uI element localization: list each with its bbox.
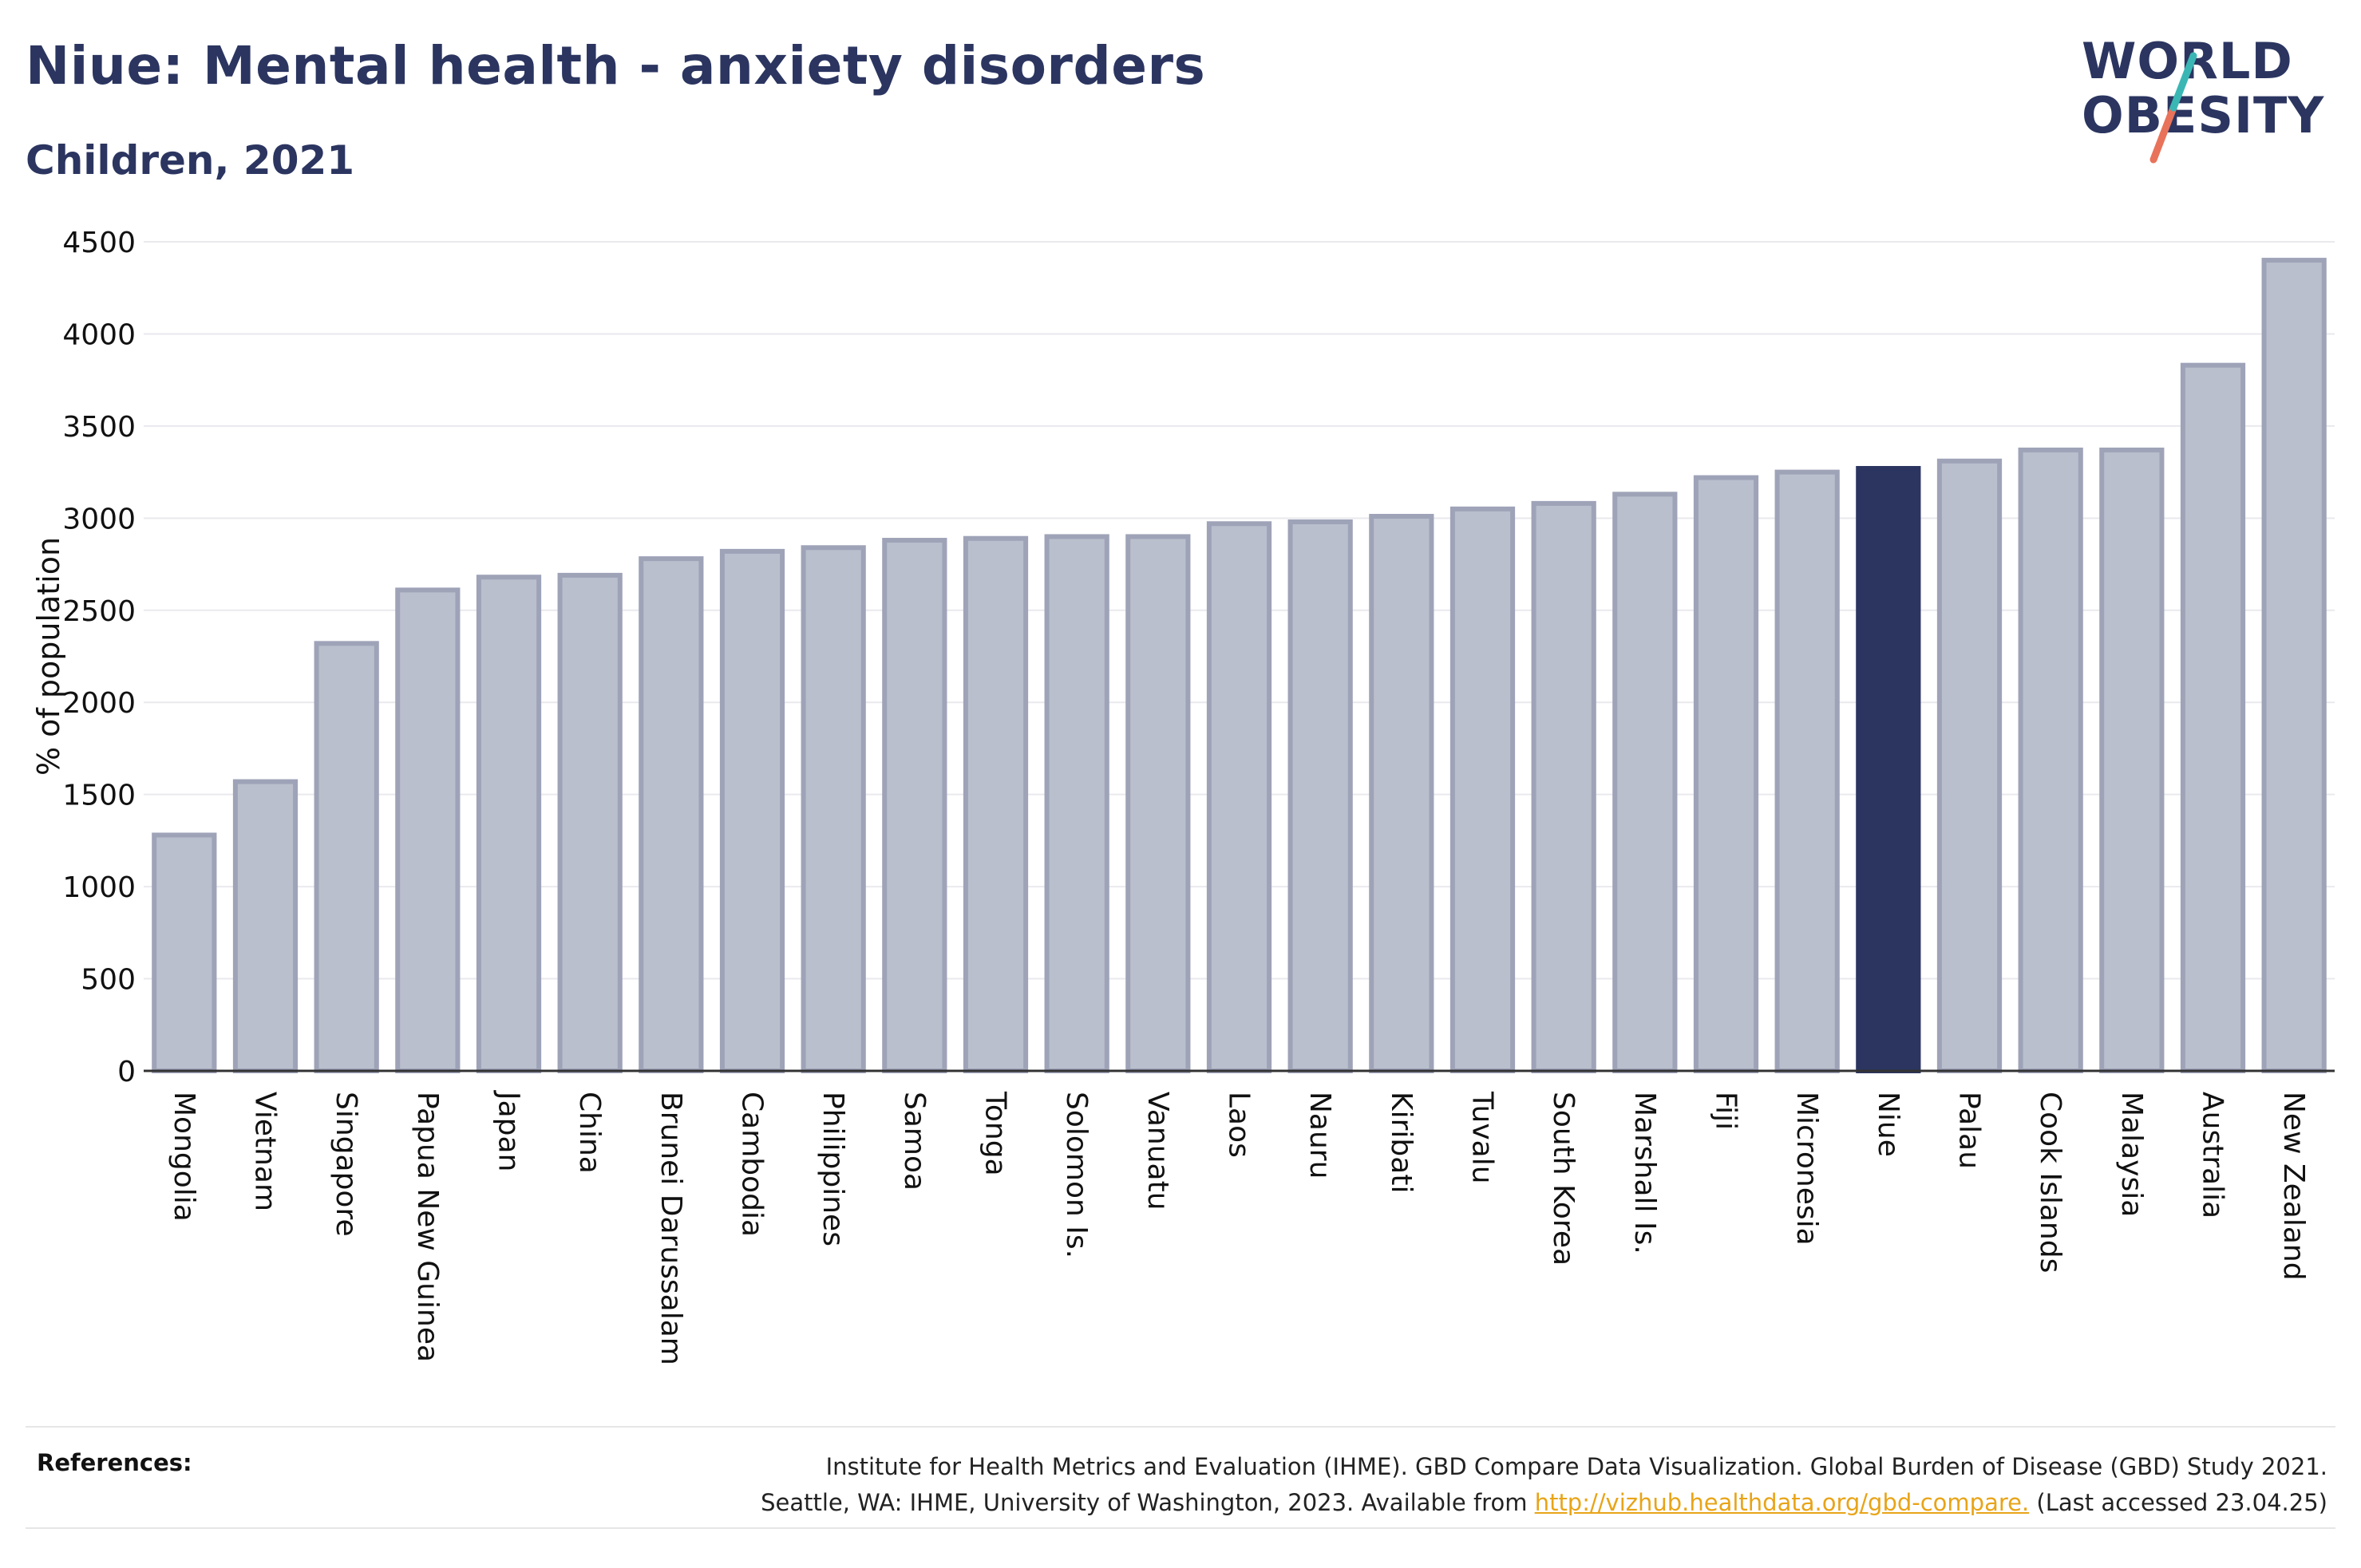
bar-palau (1936, 458, 2003, 1073)
x-tick-label: Malaysia (2115, 1092, 2148, 1217)
x-tick-label: Japan (492, 1090, 525, 1171)
x-tick-label: Tuvalu (1466, 1091, 1499, 1184)
bar-philippines (801, 545, 866, 1073)
x-tick-label: Cook Islands (2034, 1092, 2066, 1273)
bar-japan (476, 575, 542, 1073)
x-tick-label: Australia (2197, 1092, 2229, 1218)
y-tick-label: 500 (81, 964, 136, 997)
bar-marshall-is (1612, 492, 1678, 1073)
y-tick-label: 3000 (62, 503, 136, 535)
bar-mongolia (152, 832, 217, 1074)
page-title: Niue: Mental health - anxiety disorders (26, 35, 1206, 97)
x-tick-label: Vanuatu (1141, 1092, 1174, 1211)
x-tick-label: Nauru (1303, 1092, 1336, 1179)
x-tick-label: Niue (1872, 1092, 1904, 1157)
bar-chart: 0 500 1000 1500 2000 2500 3000 3500 4000 4500 Mon… (31, 227, 2335, 1365)
bar-new-zealand (2261, 258, 2327, 1074)
bar-singapore (314, 641, 379, 1073)
x-tick-label: South Korea (1547, 1092, 1580, 1266)
y-tick-label: 4500 (62, 227, 136, 259)
x-tick-label: Singapore (330, 1092, 362, 1237)
x-tick-label: Marshall Is. (1628, 1092, 1661, 1254)
bar-solomon-is (1044, 534, 1109, 1073)
x-tick-label: Cambodia (736, 1092, 769, 1237)
bars (152, 258, 2327, 1074)
x-tick-label: Vietnam (249, 1092, 282, 1211)
bar-kiribati (1369, 514, 1434, 1073)
y-axis-label: % of population (31, 537, 66, 776)
y-axis-ticks: 0 500 1000 1500 2000 2500 3000 3500 4000 4500 (62, 227, 136, 1088)
x-tick-label: Palau (1953, 1092, 1986, 1169)
y-tick-label: 1500 (62, 780, 136, 812)
bar-vanuatu (1125, 534, 1191, 1073)
x-tick-label: Fiji (1710, 1092, 1742, 1130)
x-tick-label: Brunei Darussalam (655, 1092, 687, 1365)
page-subtitle: Children, 2021 (26, 137, 355, 184)
bar-nauru (1287, 519, 1353, 1073)
bar-tonga (963, 535, 1029, 1073)
bar-samoa (882, 538, 947, 1073)
y-tick-label: 2500 (62, 595, 136, 628)
x-tick-label: Micronesia (1790, 1092, 1823, 1246)
references-panel: References: Institute for Health Metrics… (26, 1426, 2335, 1529)
reference-line-2-post: (Last accessed 23.04.25) (2029, 1489, 2327, 1516)
bar-malaysia (2099, 447, 2165, 1073)
world-obesity-logo: WORLD OBESITY (2082, 32, 2337, 168)
y-tick-label: 0 (117, 1056, 136, 1088)
x-tick-label: Laos (1223, 1092, 1256, 1158)
bar-cambodia (719, 548, 785, 1073)
bar-papua-new-guinea (395, 587, 461, 1073)
x-tick-label: China (573, 1092, 606, 1174)
bar-fiji (1693, 475, 1759, 1073)
bar-niue (1856, 465, 1921, 1073)
reference-line-1: Institute for Health Metrics and Evaluat… (825, 1453, 2327, 1480)
references-text: Institute for Health Metrics and Evaluat… (761, 1449, 2327, 1521)
x-tick-label: Papua New Guinea (411, 1092, 444, 1362)
bar-south-korea (1531, 500, 1596, 1073)
bar-vietnam (232, 779, 299, 1073)
bar-cook-islands (2018, 447, 2083, 1073)
x-tick-label: Mongolia (168, 1092, 200, 1222)
bar-tuvalu (1449, 506, 1516, 1073)
y-tick-label: 4000 (62, 318, 136, 351)
x-tick-label: Tonga (979, 1091, 1012, 1176)
y-tick-label: 2000 (62, 687, 136, 720)
logo-line-2: OBESITY (2082, 86, 2325, 144)
logo-slash-icon (2149, 52, 2197, 164)
bar-brunei-darussalam (639, 556, 704, 1073)
x-tick-label: Philippines (817, 1092, 849, 1246)
x-tick-label: Samoa (898, 1092, 931, 1191)
bar-micronesia (1774, 469, 1840, 1073)
x-tick-label: New Zealand (2277, 1092, 2310, 1281)
bar-china (557, 572, 623, 1073)
bar-laos (1206, 521, 1272, 1073)
reference-line-2-pre: Seattle, WA: IHME, University of Washing… (761, 1489, 1535, 1516)
y-tick-label: 1000 (62, 871, 136, 904)
reference-link[interactable]: http://vizhub.healthdata.org/gbd-compare… (1534, 1489, 2030, 1516)
x-tick-label: Kiribati (1385, 1092, 1418, 1193)
bar-australia (2180, 362, 2246, 1073)
y-tick-label: 3500 (62, 411, 136, 444)
x-axis-ticks: Mongolia Vietnam Singapore Papua New Guinea… (168, 1090, 2310, 1365)
references-label: References: (37, 1449, 192, 1476)
x-tick-label: Solomon Is. (1060, 1092, 1093, 1258)
